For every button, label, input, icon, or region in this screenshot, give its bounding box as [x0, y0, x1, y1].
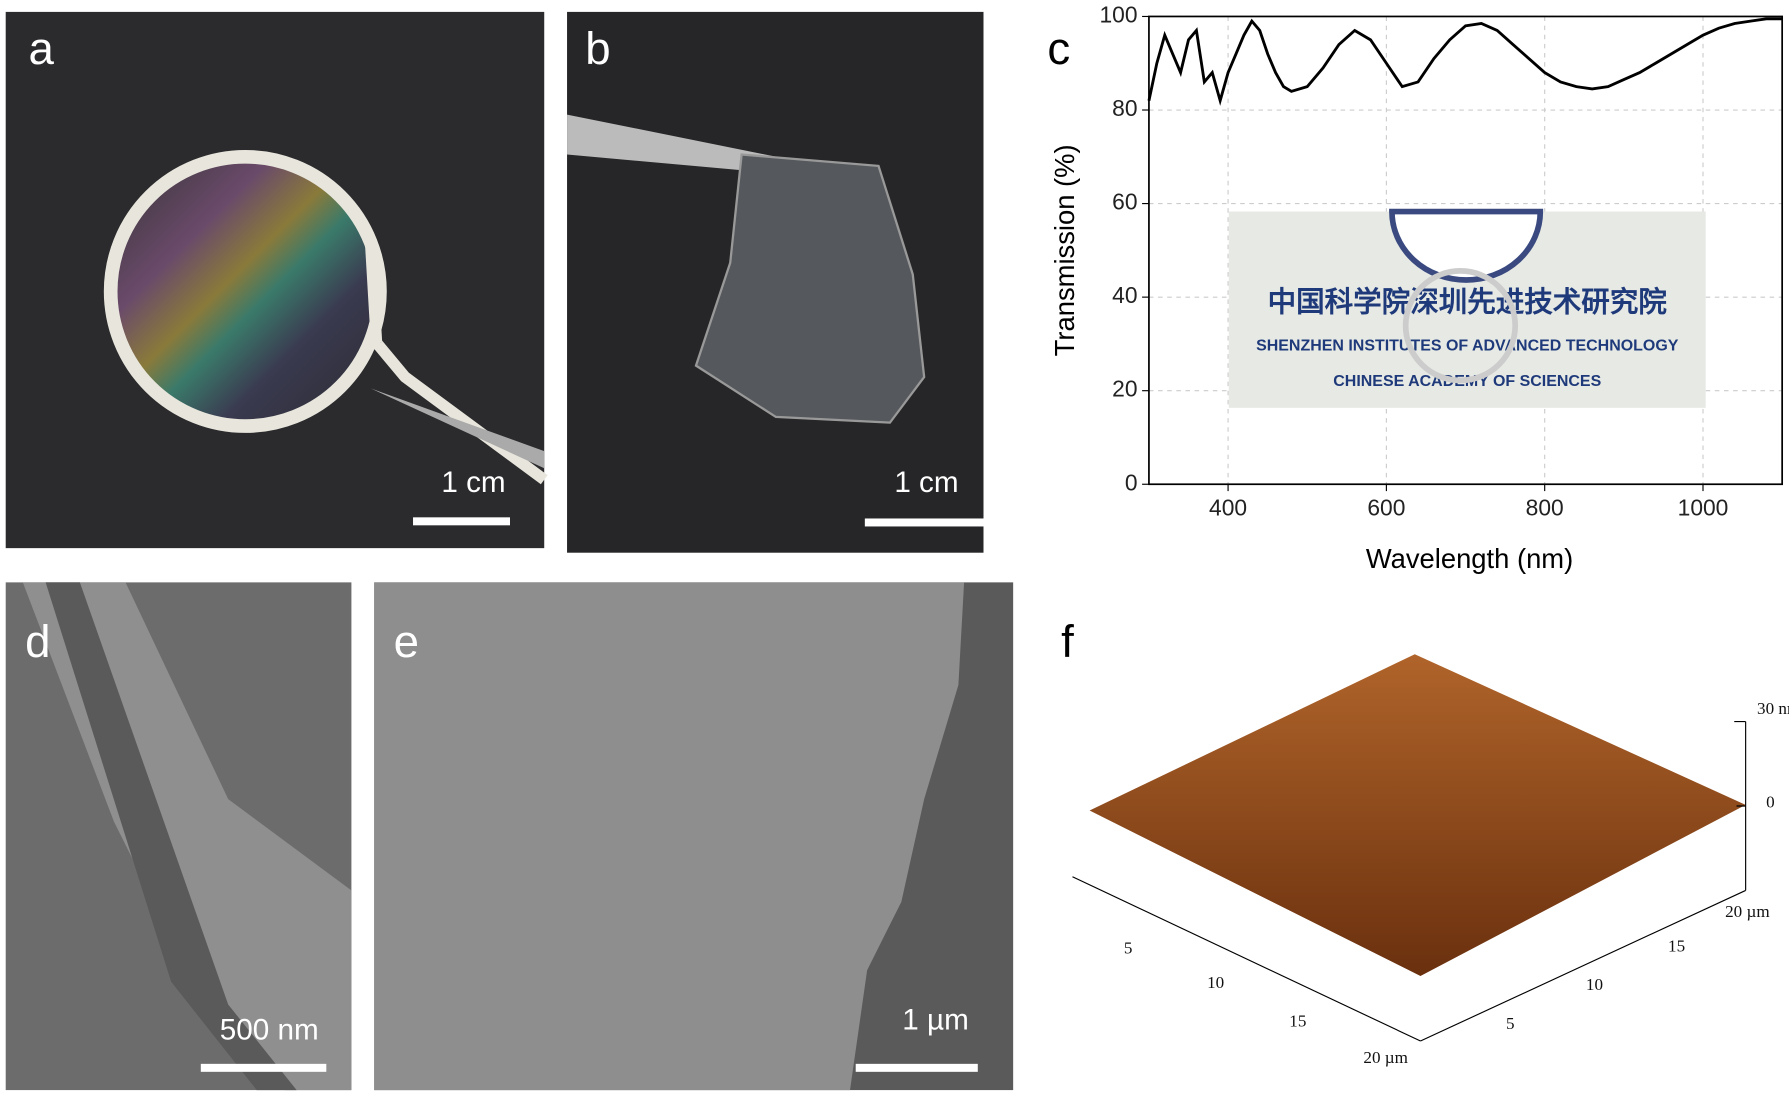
- z-tick: 0: [1766, 793, 1775, 812]
- panel-label: d: [25, 616, 50, 667]
- panel-label: a: [29, 23, 55, 74]
- magnifier: [1402, 268, 1519, 384]
- panel-label: c: [1047, 23, 1070, 74]
- z-tick: 30 nm: [1757, 699, 1789, 718]
- x-tick-label: 1000: [1678, 494, 1729, 520]
- afm-surface: [1089, 654, 1746, 976]
- x-tick-label: 600: [1367, 494, 1405, 520]
- y-tick-label: 100: [1099, 1, 1137, 27]
- axis-tick: 20 µm: [1725, 902, 1770, 921]
- panel-d: d 500 nm: [5, 582, 352, 1091]
- scale-bar-label: 1 cm: [441, 466, 505, 499]
- axis-tick: 5: [1506, 1014, 1515, 1033]
- scale-bar-label: 500 nm: [220, 1014, 319, 1047]
- axis-tick: 20 µm: [1363, 1048, 1408, 1067]
- transmission-line: [1147, 17, 1783, 106]
- axis-tick: 10: [1586, 975, 1603, 994]
- scale-bar-label: 1 cm: [894, 466, 958, 499]
- panel-c: c 中国科学院深圳先进技术研究院 SHENZHEN INSTITUTES OF …: [1047, 1, 1784, 574]
- panel-e: e 1 µm: [374, 582, 1014, 1091]
- film: [694, 153, 926, 424]
- scale-bar: [200, 1063, 327, 1072]
- panel-a: a 1 cm: [5, 11, 548, 549]
- scale-bar-label: 1 µm: [902, 1003, 969, 1036]
- scale-bar: [855, 1063, 978, 1072]
- z-axis: [1734, 720, 1747, 891]
- x-tick-label: 800: [1526, 494, 1564, 520]
- sheet: [374, 582, 965, 1091]
- logo: [1389, 208, 1544, 283]
- panel-label: b: [585, 23, 610, 74]
- y-tick-label: 80: [1112, 95, 1137, 121]
- axis-tick: 15: [1289, 1012, 1306, 1031]
- axis-tick: 10: [1207, 973, 1224, 992]
- edge: [45, 582, 297, 1091]
- panel-label: e: [394, 616, 419, 667]
- y-tick-label: 0: [1125, 469, 1138, 495]
- left-axis: [1072, 876, 1421, 1042]
- right-axis: [1420, 889, 1746, 1042]
- x-axis-label: Wavelength (nm): [1366, 543, 1573, 574]
- inset-text: SHENZHEN INSTITUTES OF ADVANCED TECHNOLO…: [1256, 337, 1679, 354]
- x-tick-label: 400: [1209, 494, 1247, 520]
- panel-label: f: [1061, 616, 1074, 667]
- panel-b: b 1 cm: [567, 11, 989, 553]
- y-tick-label: 60: [1112, 189, 1137, 215]
- scale-bar: [864, 518, 989, 527]
- axis-tick: 5: [1124, 939, 1133, 958]
- scale-bar: [413, 517, 511, 526]
- axis-tick: 15: [1668, 936, 1685, 955]
- panel-f: f 30 nm 0 20 µm 15 10 5 5 10 15 20 µm: [1061, 616, 1789, 1067]
- inset-text: 中国科学院深圳先进技术研究院: [1268, 286, 1668, 319]
- y-tick-label: 20: [1112, 376, 1137, 402]
- y-axis-label: Transmission (%): [1049, 144, 1080, 356]
- y-tick-label: 40: [1112, 282, 1137, 308]
- plot-frame: [1148, 15, 1784, 486]
- film-ring: [103, 149, 387, 433]
